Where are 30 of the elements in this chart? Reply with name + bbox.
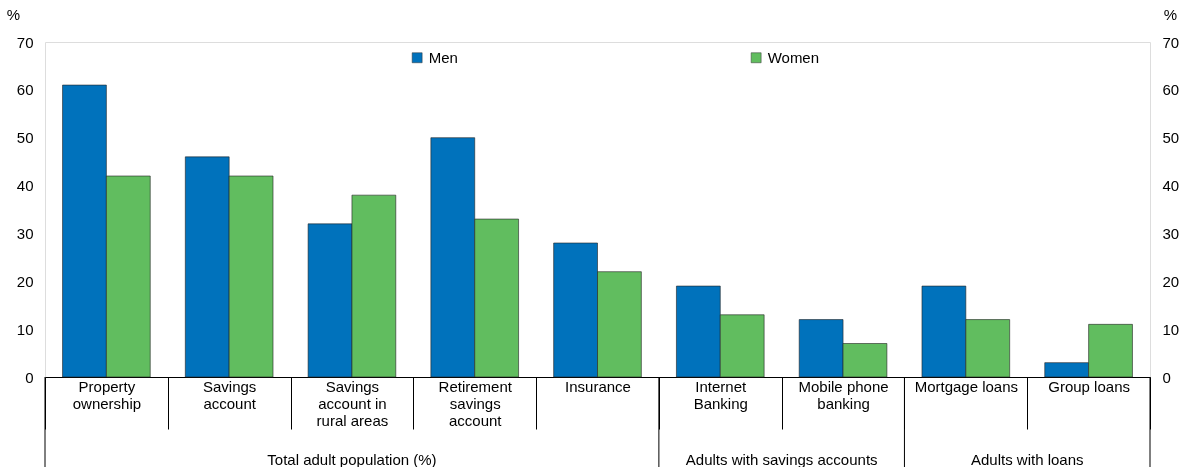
y-tick-label: 30 bbox=[16, 224, 34, 242]
text: Adults with loans bbox=[970, 451, 1084, 467]
y2-tick-label: 10 bbox=[1162, 320, 1180, 338]
x-tick-label: Property ownership bbox=[72, 377, 142, 412]
y2-axis-title: % bbox=[1163, 5, 1178, 23]
y2-tick-label: 0 bbox=[1162, 368, 1171, 386]
y2-tick-label: 60 bbox=[1162, 81, 1180, 99]
y2-tick-label: 30 bbox=[1162, 224, 1180, 242]
y-tick-label: 60 bbox=[16, 81, 34, 99]
y2-tick-label: 40 bbox=[1162, 177, 1180, 195]
y2-tick-label: 20 bbox=[1162, 272, 1180, 290]
y2-tick-label: 50 bbox=[1162, 129, 1180, 147]
x-tick-label: Mortgage loans bbox=[914, 377, 1019, 395]
y-tick-label: 40 bbox=[16, 177, 34, 195]
x-tick-label: Retirement savings account bbox=[438, 377, 513, 429]
y2-tick-label: 70 bbox=[1162, 33, 1180, 51]
y-tick-label: 50 bbox=[16, 129, 34, 147]
y-axis-title: % bbox=[6, 5, 21, 23]
y-tick-label: 20 bbox=[16, 272, 34, 290]
x-tick-label: Group loans bbox=[1048, 377, 1130, 395]
y-tick-label: 0 bbox=[25, 368, 34, 386]
x-tick-label: Savings account in rural areas bbox=[316, 377, 389, 429]
x-tick-label: Mobile phone banking bbox=[798, 377, 889, 412]
y-tick-label: 10 bbox=[16, 320, 34, 338]
x-tick-label: Internet Banking bbox=[693, 377, 748, 412]
legend-label: Men bbox=[428, 48, 458, 66]
y-tick-label: 70 bbox=[16, 33, 34, 51]
x-tick-label: Insurance bbox=[565, 377, 631, 395]
legend-label: Women bbox=[767, 48, 820, 66]
x-tick-label: Savings account bbox=[202, 377, 257, 412]
